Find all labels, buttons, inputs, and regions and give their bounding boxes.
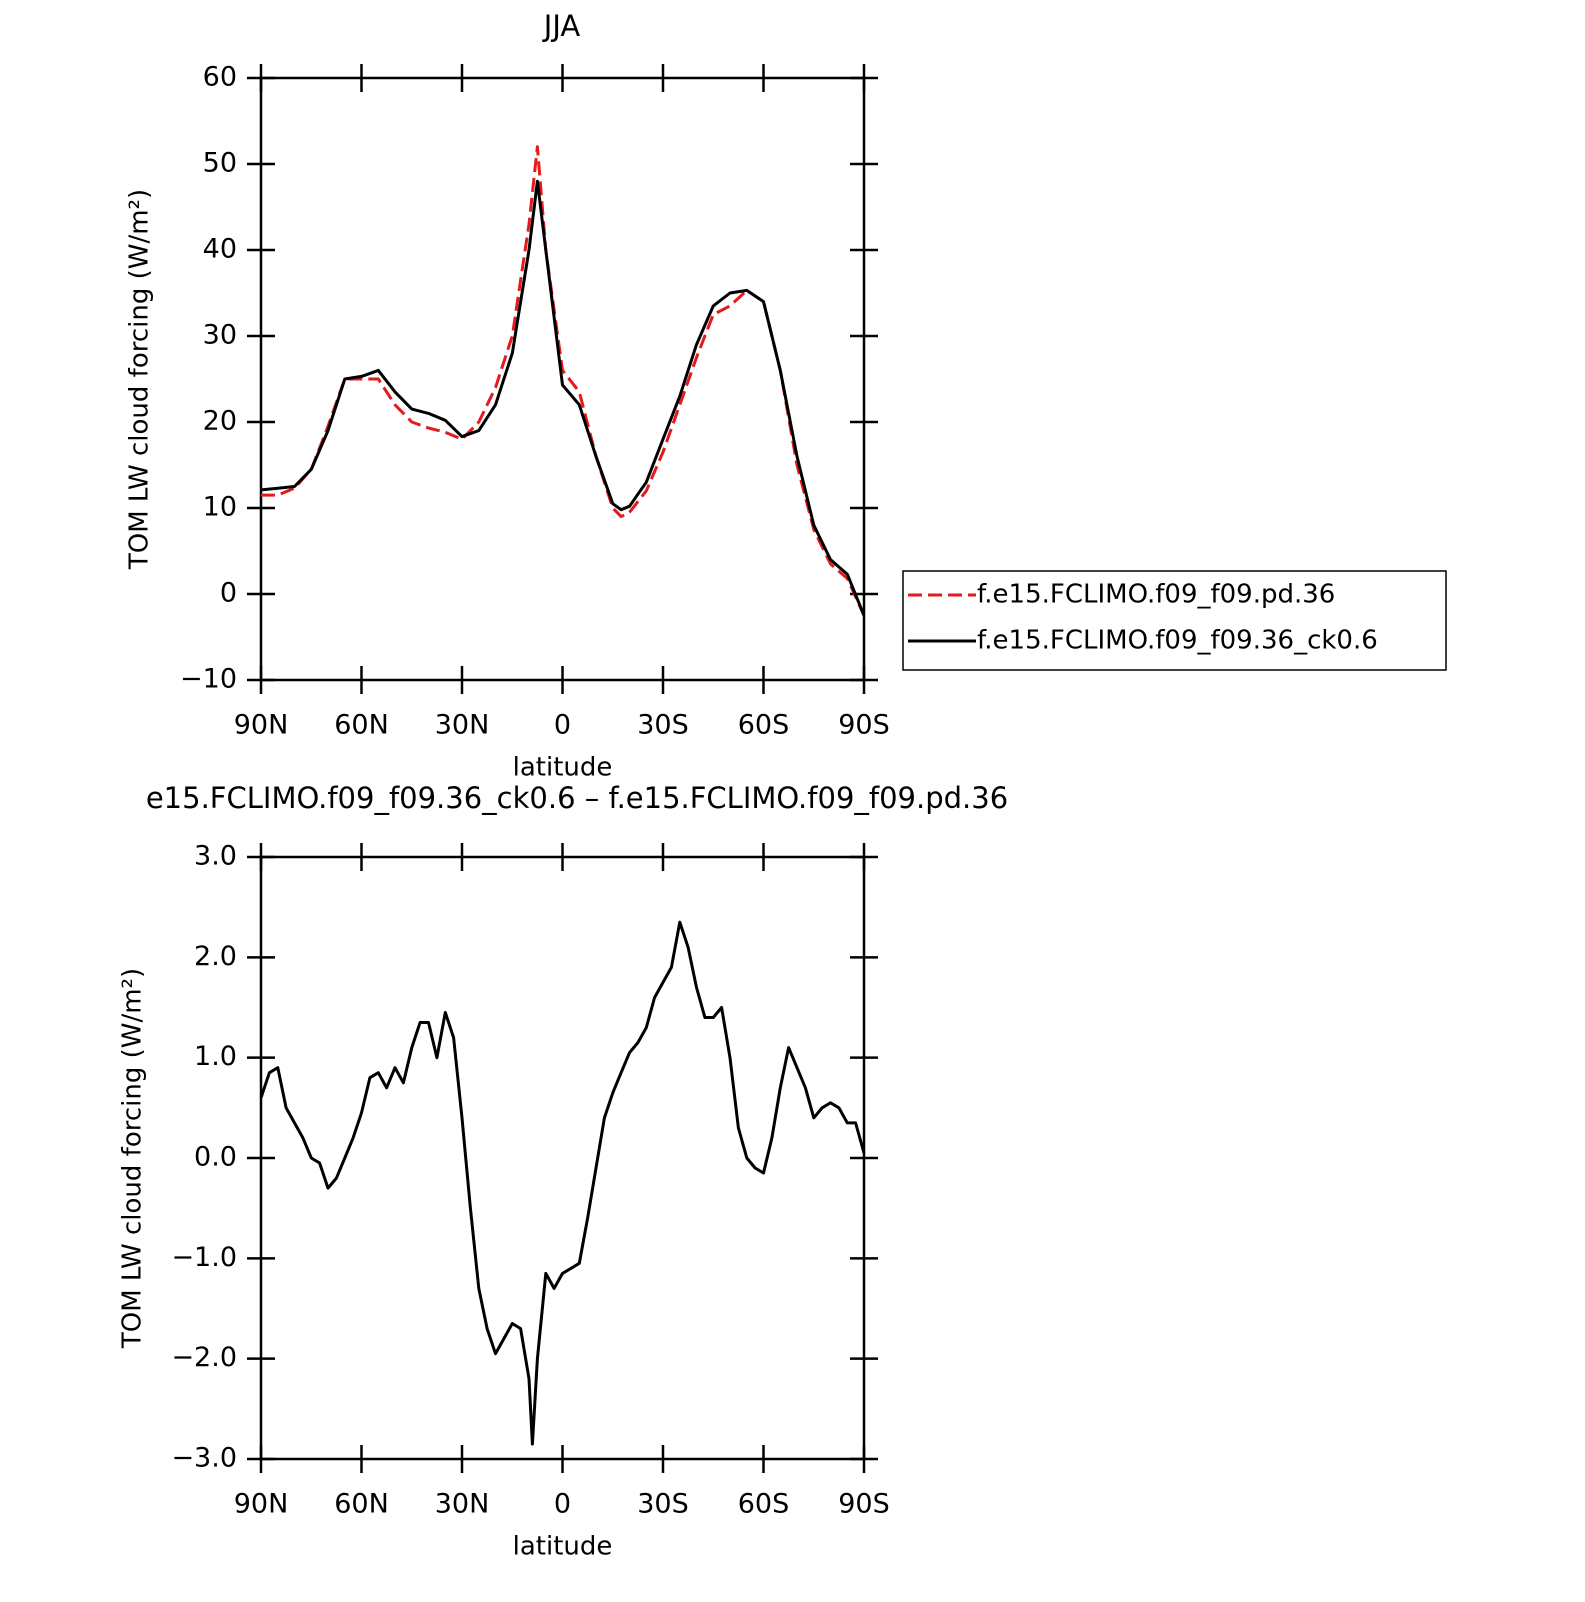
- x-tick-label: 30S: [637, 710, 689, 741]
- y-tick-label: 2.0: [194, 941, 237, 972]
- y-tick-label: 40: [203, 234, 237, 265]
- y-axis-label: TOM LW cloud forcing (W/m²): [125, 189, 155, 570]
- y-tick-label: −3.0: [171, 1443, 237, 1474]
- x-axis-label: latitude: [513, 1532, 613, 1562]
- plot-frame: [259, 855, 866, 1461]
- y-tick-label: −1.0: [171, 1242, 237, 1273]
- x-tick-label: 90S: [838, 710, 890, 741]
- y-tick-label: 30: [203, 320, 237, 351]
- x-tick-label: 90N: [234, 710, 289, 741]
- legend-box: [902, 570, 1447, 671]
- x-tick-label: 30N: [435, 710, 490, 741]
- x-tick-label: 30S: [637, 1489, 689, 1520]
- y-tick-label: −10: [180, 664, 237, 695]
- y-tick-label: 10: [203, 492, 237, 523]
- chart-title: JJA: [542, 9, 581, 43]
- legend-label: f.e15.FCLIMO.f09_f09.pd.36: [977, 580, 1335, 610]
- x-tick-label: 60S: [738, 710, 790, 741]
- y-tick-label: 20: [203, 406, 237, 437]
- y-axis-label: TOM LW cloud forcing (W/m²): [118, 968, 148, 1349]
- x-tick-label: 60N: [334, 1489, 389, 1520]
- data-line: [259, 920, 866, 1446]
- x-tick-label: 60N: [334, 710, 389, 741]
- y-tick-label: 3.0: [194, 841, 237, 872]
- y-tick-label: 0.0: [194, 1142, 237, 1173]
- y-tick-label: 1.0: [194, 1041, 237, 1072]
- x-axis-label: latitude: [513, 753, 613, 783]
- x-tick-label: 60S: [738, 1489, 790, 1520]
- y-tick-label: −2.0: [171, 1342, 237, 1373]
- y-tick-label: 0: [220, 578, 237, 609]
- x-tick-label: 90S: [838, 1489, 890, 1520]
- chart-title: e15.FCLIMO.f09_f09.36_ck0.6 – f.e15.FCLI…: [146, 781, 1008, 815]
- x-tick-label: 30N: [435, 1489, 490, 1520]
- x-tick-label: 0: [554, 710, 571, 741]
- x-tick-label: 0: [554, 1489, 571, 1520]
- x-tick-label: 90N: [234, 1489, 289, 1520]
- legend-label: f.e15.FCLIMO.f09_f09.36_ck0.6: [977, 626, 1378, 656]
- y-tick-label: 50: [203, 148, 237, 179]
- y-tick-label: 60: [203, 62, 237, 93]
- data-line: [260, 179, 866, 617]
